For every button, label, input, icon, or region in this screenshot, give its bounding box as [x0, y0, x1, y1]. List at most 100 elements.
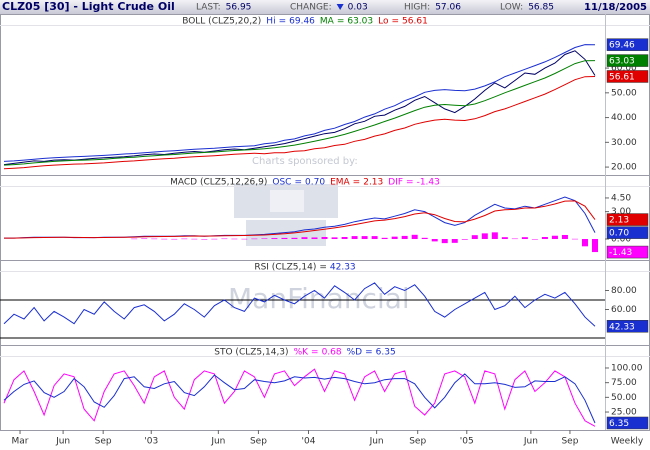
x-tick-label: Jun: [523, 437, 538, 447]
header-title: CLZ05 [30] - Light Crude Oil: [2, 0, 175, 13]
panel-title: STO (CLZ5,14,3) %K = 0.68 %D = 6.35: [214, 347, 395, 357]
histogram-bar: [501, 237, 508, 240]
histogram-bar: [341, 237, 348, 240]
y-tick-label: 100.00: [611, 363, 643, 373]
series-line: [3, 44, 596, 162]
histogram-bar: [541, 237, 548, 240]
legend-separator: =: [279, 16, 287, 26]
histogram-bar: [211, 238, 218, 240]
panel-title-text: RSI (CLZ5,14): [254, 262, 316, 272]
legend-separator: =: [406, 177, 414, 187]
x-tick-label: '03: [144, 437, 158, 447]
series-line: [3, 282, 596, 327]
value-badge-label: 69.46: [609, 41, 635, 51]
series-line: [3, 368, 596, 427]
histogram-bar: [351, 236, 358, 240]
x-tick-label: Sep: [95, 437, 112, 447]
legend-value: 56.61: [402, 16, 428, 26]
legend-value: 69.46: [289, 16, 315, 26]
x-tick-label: Sep: [409, 437, 426, 447]
legend-name: %K: [294, 347, 310, 357]
value-badge: [606, 213, 649, 226]
histogram-bar: [401, 235, 408, 240]
value-badge-label: 2.13: [609, 216, 629, 226]
histogram-bar: [481, 233, 488, 240]
histogram-bar: [511, 238, 518, 240]
histogram-bar: [251, 238, 258, 240]
histogram-bar: [271, 238, 278, 240]
legend-value: 2.13: [363, 177, 383, 187]
histogram-bar: [421, 237, 428, 240]
value-badge: [606, 245, 649, 259]
panel-title: BOLL (CLZ5,20,2) Hi = 69.46 MA = 63.03 Lo = 56.61: [182, 16, 428, 26]
watermark-logo: [234, 184, 338, 246]
value-badge-label: 0.70: [609, 229, 629, 239]
legend-separator: =: [311, 347, 319, 357]
histogram-bar: [161, 238, 168, 240]
watermark-brand: ManFinancial: [228, 282, 410, 315]
legend-separator: =: [353, 177, 361, 187]
legend-name: OSC: [272, 177, 291, 187]
legend-separator: =: [392, 16, 400, 26]
value-badge: [606, 70, 649, 83]
histogram-bar: [321, 237, 328, 240]
histogram-bar: [291, 237, 298, 240]
histogram-bar: [531, 239, 538, 240]
logo-block: [246, 220, 326, 246]
histogram-bar: [231, 238, 238, 240]
histogram-bar: [171, 238, 178, 240]
header-value: 56.85: [528, 3, 554, 13]
histogram-bar: [311, 237, 318, 240]
watermark-caption: Charts sponsored by:: [252, 156, 358, 167]
legend-value: 63.03: [347, 16, 373, 26]
histogram-bar: [391, 236, 398, 240]
histogram-bar: [571, 238, 578, 240]
legend-name: Lo: [378, 16, 389, 26]
histogram-bar: [191, 238, 198, 240]
histogram-bar: [441, 239, 448, 244]
value-badge-label: 56.61: [609, 72, 635, 82]
legend-value: -1.43: [417, 177, 440, 187]
value-badge-label: 42.33: [609, 322, 635, 332]
legend-separator: =: [365, 347, 373, 357]
y-tick-label: 60.00: [611, 305, 637, 315]
x-tick-label: Mar: [12, 437, 29, 447]
header-label: HIGH:: [404, 3, 430, 13]
histogram-bar: [201, 239, 208, 240]
y-tick-label: 75.00: [611, 378, 637, 388]
value-badge-label: -1.43: [609, 248, 632, 258]
logo-inset: [270, 190, 304, 212]
value-badge: [606, 320, 649, 333]
panel-title-text: MACD (CLZ5,12,26,9): [170, 177, 267, 187]
legend-name: MA: [320, 16, 335, 26]
legend-value: 0.68: [322, 347, 342, 357]
histogram-bar: [221, 238, 228, 240]
histogram-bar: [471, 235, 478, 240]
series-line: [3, 60, 596, 166]
header-label: LOW:: [500, 3, 523, 13]
value-badge: [606, 226, 649, 239]
histogram-bar: [151, 238, 158, 240]
histogram-bar: [361, 236, 368, 240]
y-tick-label: 30.00: [611, 138, 637, 148]
value-badge-label: 63.03: [609, 57, 635, 67]
histogram-bar: [281, 237, 288, 240]
x-axis-label: Weekly: [611, 437, 644, 447]
histogram-bar: [181, 238, 188, 240]
legend-name: EMA: [330, 177, 350, 187]
value-badge: [606, 416, 649, 430]
legend-separator: =: [294, 177, 302, 187]
y-tick-label: 25.00: [611, 408, 637, 418]
header-label: LAST:: [196, 3, 221, 13]
header-date: 11/18/2005: [584, 2, 647, 13]
histogram-bar: [561, 234, 568, 240]
y-tick-label: 80.00: [611, 286, 637, 296]
histogram-bar: [261, 238, 268, 240]
histogram-bar: [491, 232, 498, 240]
histogram-bar: [141, 238, 148, 240]
legend-value: 0.70: [305, 177, 325, 187]
y-tick-label: 4.50: [611, 193, 631, 203]
header-value: 57.06: [435, 3, 461, 13]
header-bar: [0, 0, 650, 14]
